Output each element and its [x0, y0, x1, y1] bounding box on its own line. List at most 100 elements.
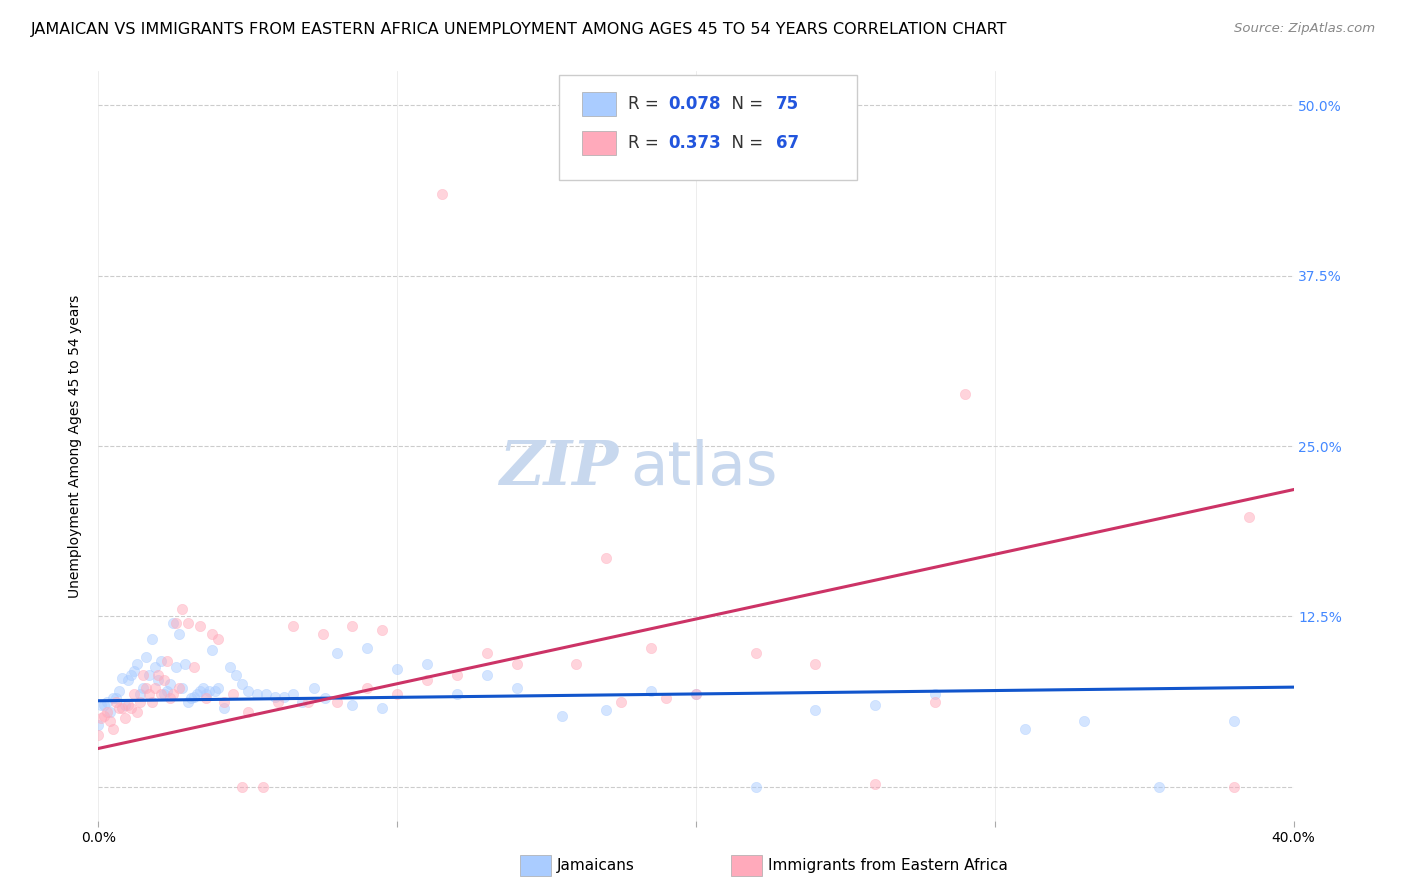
Point — [302, 681, 325, 696]
Point — [183, 659, 205, 673]
Point — [371, 700, 394, 714]
Point — [610, 695, 633, 709]
Point — [281, 687, 304, 701]
Point — [212, 700, 235, 714]
Point — [1073, 714, 1095, 729]
Point — [804, 703, 827, 717]
Point — [132, 668, 155, 682]
Point — [326, 695, 349, 709]
Point — [430, 186, 453, 201]
Point — [326, 646, 349, 660]
Point — [183, 690, 205, 704]
Point — [385, 662, 409, 676]
Point — [446, 687, 468, 701]
Point — [141, 632, 163, 647]
Point — [148, 668, 170, 682]
Point — [1147, 780, 1170, 794]
Point — [172, 681, 194, 696]
Point — [342, 698, 364, 712]
Text: N =: N = — [721, 95, 769, 112]
Point — [138, 687, 160, 701]
Point — [252, 780, 274, 794]
Point — [135, 681, 157, 696]
Point — [108, 700, 131, 714]
Point — [114, 711, 136, 725]
Point — [98, 705, 122, 719]
Text: R =: R = — [628, 134, 664, 152]
Text: ZIP: ZIP — [499, 439, 619, 499]
Point — [475, 668, 498, 682]
Point — [117, 698, 139, 712]
Point — [195, 691, 218, 706]
Point — [143, 681, 166, 696]
Point — [111, 700, 134, 714]
Point — [201, 627, 224, 641]
Point — [416, 673, 439, 688]
Point — [550, 708, 572, 723]
Text: R =: R = — [628, 95, 664, 112]
Point — [127, 705, 149, 719]
Text: 75: 75 — [776, 95, 799, 112]
Point — [201, 643, 224, 657]
Point — [120, 668, 142, 682]
Point — [103, 691, 125, 706]
Point — [105, 695, 128, 709]
Point — [117, 673, 139, 688]
Point — [162, 687, 184, 701]
Point — [446, 668, 468, 682]
Point — [297, 695, 319, 709]
Point — [655, 691, 678, 706]
Point — [148, 673, 170, 688]
Point — [207, 632, 229, 647]
Point — [105, 691, 128, 706]
Point — [103, 723, 125, 737]
Point — [311, 627, 333, 641]
Point — [90, 711, 112, 725]
Point — [177, 616, 200, 631]
Point — [236, 705, 259, 719]
Point — [186, 687, 208, 701]
Text: Source: ZipAtlas.com: Source: ZipAtlas.com — [1234, 22, 1375, 36]
Point — [135, 650, 157, 665]
Point — [153, 673, 176, 688]
Point — [174, 657, 197, 671]
Point — [87, 718, 110, 732]
Point — [129, 687, 152, 701]
Point — [416, 657, 439, 671]
Point — [87, 728, 110, 742]
Point — [685, 687, 707, 701]
Point — [342, 619, 364, 633]
Point — [371, 623, 394, 637]
Point — [640, 684, 662, 698]
Point — [159, 677, 181, 691]
Point — [267, 695, 290, 709]
Point — [204, 684, 226, 698]
Point — [356, 640, 378, 655]
Point — [114, 698, 136, 712]
Point — [595, 550, 617, 565]
Text: 0.078: 0.078 — [668, 95, 721, 112]
Point — [188, 684, 211, 698]
Point — [156, 684, 179, 698]
Point — [273, 690, 295, 704]
Point — [165, 659, 187, 673]
Point — [263, 690, 285, 704]
Point — [191, 681, 214, 696]
Point — [745, 646, 768, 660]
Text: N =: N = — [721, 134, 769, 152]
Point — [127, 657, 149, 671]
Point — [165, 616, 187, 631]
Point — [129, 695, 152, 709]
Point — [1223, 714, 1246, 729]
FancyBboxPatch shape — [558, 75, 858, 180]
Point — [124, 664, 146, 678]
Point — [132, 681, 155, 696]
Point — [188, 619, 211, 633]
Point — [924, 695, 946, 709]
Point — [865, 698, 887, 712]
Point — [98, 714, 122, 729]
Point — [162, 616, 184, 631]
Point — [225, 668, 247, 682]
Point — [124, 687, 146, 701]
Point — [167, 627, 190, 641]
